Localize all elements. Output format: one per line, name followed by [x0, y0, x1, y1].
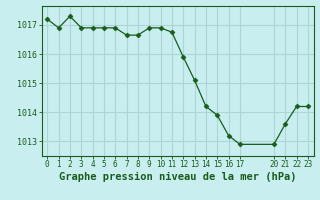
- X-axis label: Graphe pression niveau de la mer (hPa): Graphe pression niveau de la mer (hPa): [59, 172, 296, 182]
